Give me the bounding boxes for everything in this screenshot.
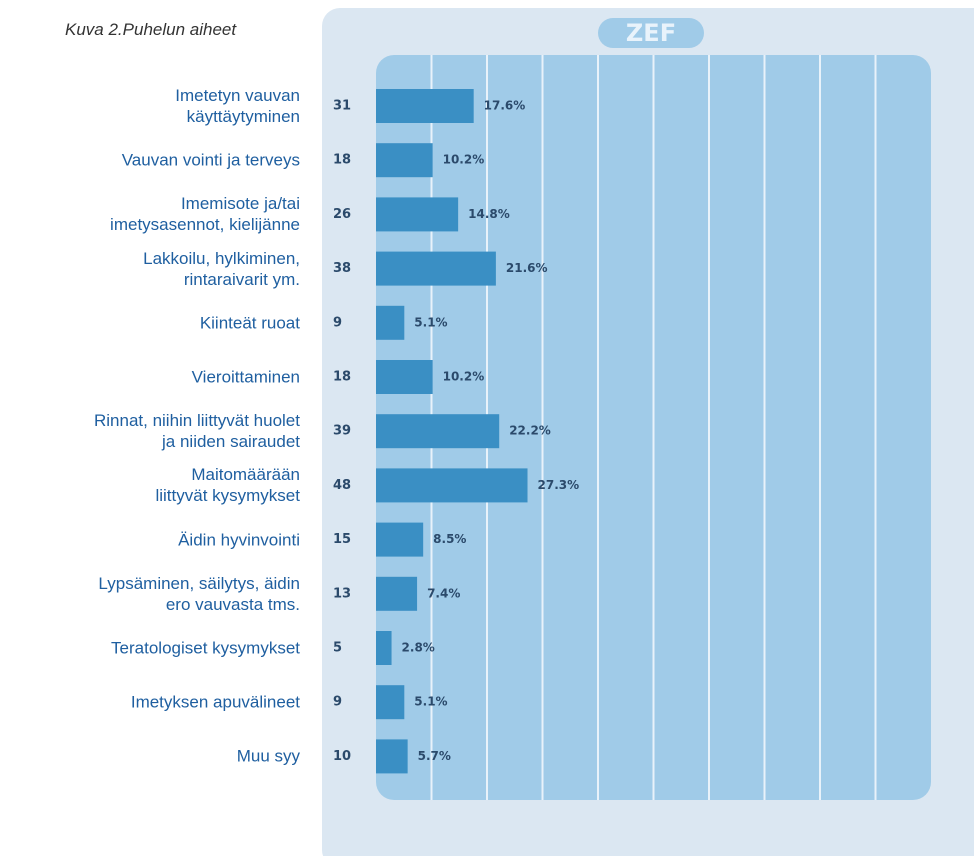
value-label: 5.1% bbox=[414, 315, 447, 329]
chart-title: Kuva 2.Puhelun aiheet bbox=[65, 20, 237, 39]
count-label: 5 bbox=[333, 641, 342, 656]
bar bbox=[376, 739, 408, 774]
value-label: 8.5% bbox=[433, 532, 466, 546]
bar bbox=[376, 468, 528, 503]
bar bbox=[376, 631, 392, 665]
count-label: 26 bbox=[333, 207, 351, 222]
value-label: 17.6% bbox=[484, 99, 526, 113]
category-label: Lypsäminen, säilytys, äidin ero vauvasta… bbox=[98, 573, 300, 614]
count-label: 39 bbox=[333, 424, 351, 439]
category-label: Muu syy bbox=[236, 746, 300, 766]
bar bbox=[376, 89, 474, 123]
value-label: 2.8% bbox=[402, 641, 435, 655]
bar bbox=[376, 360, 433, 394]
category-label: Vauvan vointi ja terveys bbox=[121, 150, 300, 170]
value-label: 22.2% bbox=[509, 424, 551, 438]
count-label: 38 bbox=[333, 261, 351, 276]
category-label: Imemisote ja/tai imetysasennot, kielijän… bbox=[110, 194, 300, 235]
count-label: 9 bbox=[333, 695, 342, 710]
bar bbox=[376, 251, 496, 286]
category-label: Äidin hyvinvointi bbox=[178, 530, 300, 550]
bar bbox=[376, 143, 433, 178]
value-label: 21.6% bbox=[506, 261, 548, 275]
count-label: 9 bbox=[333, 315, 342, 330]
bar bbox=[376, 414, 500, 449]
bar bbox=[376, 305, 405, 340]
count-label: 10 bbox=[333, 749, 351, 764]
count-label: 18 bbox=[333, 153, 351, 168]
category-label: Lakkoilu, hylkiminen, rintaraivarit ym. bbox=[143, 248, 300, 289]
value-label: 7.4% bbox=[427, 586, 460, 600]
bar bbox=[376, 197, 459, 232]
value-label: 5.1% bbox=[414, 695, 447, 709]
value-label: 10.2% bbox=[443, 153, 485, 167]
logo-pill bbox=[598, 18, 704, 48]
value-label: 10.2% bbox=[443, 370, 485, 384]
category-label: Imetyksen apuvälineet bbox=[130, 692, 300, 712]
logo: ZEF bbox=[626, 19, 676, 47]
count-label: 31 bbox=[333, 99, 351, 114]
value-label: 27.3% bbox=[538, 478, 580, 492]
category-label: Rinnat, niihin liittyvät huolet ja niide… bbox=[93, 411, 300, 452]
count-label: 13 bbox=[333, 586, 351, 601]
category-label: Teratologiset kysymykset bbox=[111, 638, 300, 658]
bar bbox=[376, 522, 424, 557]
count-label: 18 bbox=[333, 370, 351, 385]
bar bbox=[376, 685, 405, 720]
category-label: Maitomäärään liittyvät kysymykset bbox=[155, 465, 300, 506]
category-label: Vieroittaminen bbox=[191, 367, 300, 387]
count-label: 15 bbox=[333, 532, 351, 547]
value-label: 5.7% bbox=[418, 749, 451, 763]
count-label: 48 bbox=[333, 478, 351, 493]
category-label: Imetetyn vauvan käyttäytyminen bbox=[175, 86, 300, 126]
category-label: Kiinteät ruoat bbox=[199, 313, 300, 333]
bar bbox=[376, 576, 418, 611]
value-label: 14.8% bbox=[468, 207, 510, 221]
